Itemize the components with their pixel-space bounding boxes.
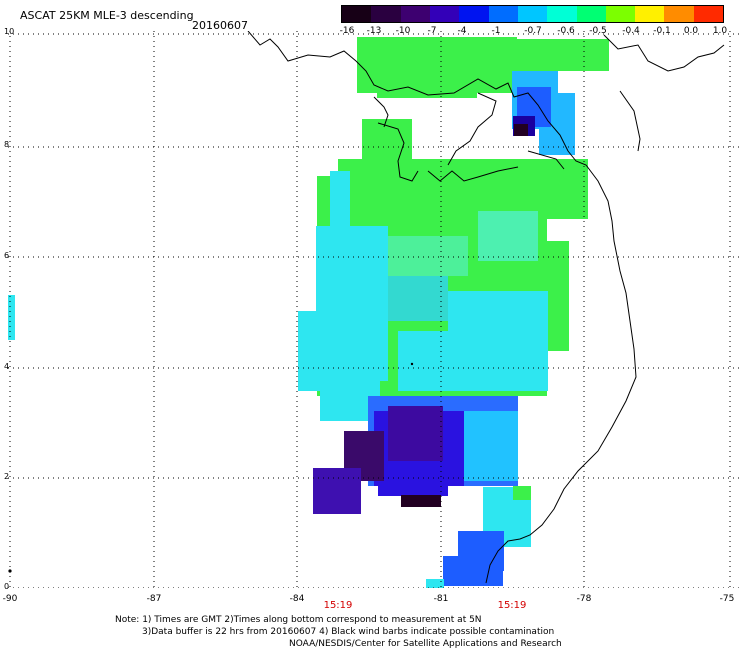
colorbar-swatch-5: [459, 6, 489, 22]
lat-tick-label: 8: [4, 140, 10, 149]
note-line-2: 3)Data buffer is 22 hrs from 20160607 4)…: [142, 627, 555, 637]
colorbar-swatch-8: [547, 6, 577, 22]
lon-tick-label: -81: [433, 594, 449, 604]
lat-tick-label: 10: [4, 27, 15, 36]
map-title: ASCAT 25KM MLE-3 descending: [20, 9, 194, 22]
lon-tick-label: -75: [719, 594, 735, 604]
note-line-1: Note: 1) Times are GMT 2)Times along bot…: [115, 615, 482, 625]
note-line-3: NOAA/NESDIS/Center for Satellite Applica…: [289, 639, 562, 649]
colorbar-label: 0.0: [683, 26, 699, 36]
colorbar-label: 1.0: [712, 26, 728, 36]
colorbar-label: -0.1: [653, 26, 671, 36]
colorbar-label: -7: [427, 26, 437, 36]
colorbar-swatch-1: [342, 6, 372, 22]
colorbar-swatch-9: [576, 6, 606, 22]
colorbar-label: -0.7: [524, 26, 542, 36]
lat-lon-grid: [8, 31, 740, 588]
colorbar: [341, 5, 724, 23]
map-plot: [8, 31, 740, 588]
colorbar-swatch-12: [664, 6, 694, 22]
colorbar-label: -16: [339, 26, 355, 36]
coastline: [247, 31, 725, 584]
station-dot: [8, 569, 12, 573]
colorbar-swatch-6: [488, 6, 518, 22]
colorbar-label: -10: [395, 26, 411, 36]
map-date: 20160607: [192, 19, 248, 32]
colorbar-swatch-13: [693, 6, 724, 22]
lat-tick-label: 2: [4, 472, 10, 481]
lon-tick-label: -84: [289, 594, 305, 604]
colorbar-swatch-11: [635, 6, 665, 22]
pass-time-label: 15:19: [323, 600, 353, 611]
pass-time-label: 15:19: [497, 600, 527, 611]
colorbar-label: -13: [366, 26, 382, 36]
station-dot: [410, 362, 414, 366]
colorbar-label: -0.4: [622, 26, 640, 36]
lon-tick-label: -78: [576, 594, 592, 604]
colorbar-swatch-10: [605, 6, 636, 22]
lat-tick-label: 0: [4, 582, 10, 591]
colorbar-swatch-7: [517, 6, 548, 22]
colorbar-label: -1: [491, 26, 501, 36]
colorbar-swatch-3: [400, 6, 430, 22]
colorbar-label: -4: [457, 26, 467, 36]
lon-tick-label: -87: [146, 594, 162, 604]
colorbar-swatch-4: [429, 6, 460, 22]
lat-tick-label: 6: [4, 251, 10, 260]
mle-data-field: [8, 37, 609, 588]
lon-tick-label: -90: [2, 594, 18, 604]
lat-tick-label: 4: [4, 362, 10, 371]
colorbar-label: -0.6: [557, 26, 575, 36]
colorbar-swatch-2: [371, 6, 401, 22]
colorbar-label: -0.5: [589, 26, 607, 36]
